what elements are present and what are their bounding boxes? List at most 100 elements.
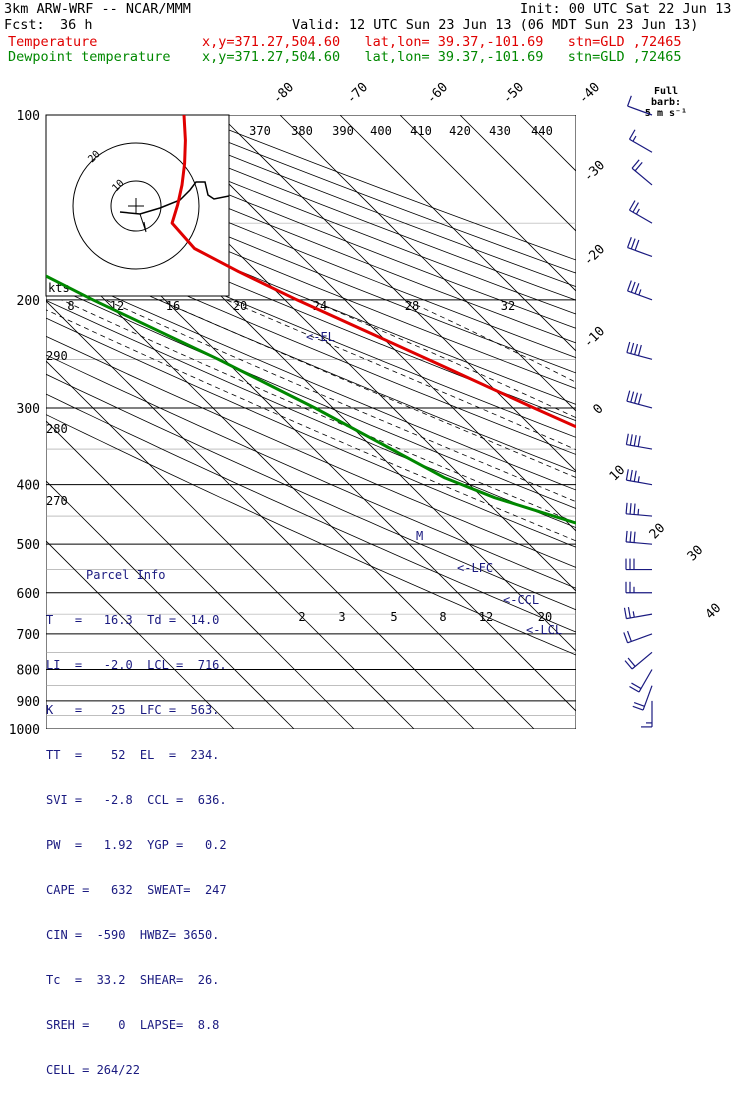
wind-barb-full: [629, 130, 635, 140]
wind-barb: [627, 342, 652, 359]
wind-barb-full: [638, 394, 641, 405]
wind-barb-full: [624, 608, 626, 619]
wind-barb-full: [630, 531, 631, 542]
theta-label: 440: [531, 124, 553, 138]
level-marker-label: <-LCL: [526, 623, 562, 637]
wind-barb: [626, 503, 652, 516]
isotherm-label: -80: [270, 80, 297, 107]
wind-barb-staff: [628, 106, 652, 115]
theta-label: 410: [410, 124, 432, 138]
wind-barb-full: [631, 282, 635, 292]
wind-barb-full: [633, 706, 643, 710]
wind-barb-full: [628, 96, 632, 106]
mixing-ratio-label: 8: [67, 299, 74, 313]
wind-barb-full: [635, 393, 638, 404]
isotherm-label: 30: [685, 543, 707, 565]
theta-label: 390: [332, 124, 354, 138]
wind-barb-full: [634, 504, 635, 515]
wind-barb-full: [628, 631, 632, 641]
wind-barb-full: [629, 201, 635, 211]
wind-barb-full: [630, 434, 632, 445]
wind-barb: [628, 96, 652, 115]
theta-label: 430: [489, 124, 511, 138]
wind-barb: [641, 701, 652, 727]
mixing-ratio-label: 32: [501, 299, 515, 313]
wind-barb-full: [624, 632, 628, 642]
moist-adiabat-line: [159, 300, 740, 729]
wind-barb-full: [635, 344, 638, 355]
melting-level-label: M: [416, 529, 423, 543]
isotherm-label: 0: [590, 401, 606, 417]
wind-barb: [627, 391, 652, 408]
wind-barb: [625, 652, 652, 669]
pressure-tick-label: 100: [17, 109, 40, 124]
parcel-row: CELL = 264/22: [46, 1063, 228, 1078]
isotherm-line: [700, 115, 740, 729]
wind-barb-full: [628, 281, 632, 291]
parcel-info-panel: Parcel Info T = 16.3 Td = 14.0 LI = -2.0…: [46, 538, 228, 1093]
parcel-row: SVI = -2.8 CCL = 636.: [46, 793, 228, 808]
mixing-ratio-label: 20: [538, 610, 552, 624]
isotherm-line: [640, 115, 740, 729]
wind-barb: [633, 686, 652, 710]
mixing-ratio-label: 16: [166, 299, 180, 313]
pressure-tick-label: 700: [17, 628, 40, 643]
dry-adiabat-line: [191, 115, 740, 729]
wind-barb-full: [631, 683, 641, 689]
parcel-info-title: Parcel Info: [46, 568, 228, 583]
pressure-tick-label: 400: [17, 479, 40, 494]
isotherm-label: 20: [647, 521, 669, 543]
wind-barb-staff: [639, 669, 652, 692]
isotherm-label: -50: [500, 80, 527, 107]
wind-barb-full: [626, 434, 628, 445]
pressure-tick-label: 500: [17, 538, 40, 553]
wind-barb-staff: [629, 210, 652, 223]
wind-barb-full: [634, 471, 636, 482]
mixing-ratio-label: 5: [390, 610, 397, 624]
pressure-tick-label: 1000: [9, 723, 40, 738]
level-marker-label: <-EL: [306, 330, 335, 344]
moist-adiabat-line: [405, 300, 740, 729]
theta-label: 280: [46, 422, 68, 436]
parcel-row: TT = 52 EL = 234.: [46, 748, 228, 763]
pressure-tick-label: 200: [17, 294, 40, 309]
parcel-row: CIN = -590 HWBZ= 3650.: [46, 928, 228, 943]
wind-barb-staff: [628, 248, 652, 257]
wind-barb-full: [634, 435, 636, 446]
mixing-ratio-label: 3: [338, 610, 345, 624]
parcel-row: CAPE = 632 SWEAT= 247: [46, 883, 228, 898]
parcel-row: LI = -2.0 LCL = 716.: [46, 658, 228, 673]
mixing-ratio-label: 2: [298, 610, 305, 624]
level-marker-label: <-CCL: [503, 593, 539, 607]
wind-barb: [629, 669, 652, 692]
wind-barb-full: [631, 343, 634, 354]
wind-barb-full: [629, 687, 639, 693]
wind-barb: [626, 434, 652, 449]
parcel-row: SREH = 0 LAPSE= 8.8: [46, 1018, 228, 1033]
isotherm-line: [220, 115, 740, 729]
wind-barb: [629, 201, 652, 224]
wind-barb-full: [634, 532, 635, 543]
wind-barb-full: [627, 391, 630, 402]
level-marker-label: <-LFC: [457, 561, 493, 575]
isotherm-label: -70: [344, 80, 371, 107]
wind-barb-full: [635, 240, 639, 250]
wind-barb-full: [628, 237, 632, 247]
isotherm-line: [280, 115, 740, 729]
wind-barb: [626, 559, 652, 570]
wind-barb-half: [638, 509, 639, 515]
wind-barb-full: [628, 607, 630, 618]
isotherm-label: 40: [703, 601, 725, 623]
isotherm-line: [580, 115, 740, 729]
wind-barb-full: [635, 283, 639, 293]
wind-barb-full: [626, 503, 627, 514]
wind-barb: [624, 631, 652, 643]
theta-label: 400: [370, 124, 392, 138]
wind-barb: [626, 469, 652, 484]
pressure-tick-label: 900: [17, 695, 40, 710]
wind-barbs: [624, 96, 652, 727]
mixing-ratio-label: 20: [233, 299, 247, 313]
temperature-profile: [172, 115, 740, 695]
theta-label: 290: [46, 349, 68, 363]
parcel-row: PW = 1.92 YGP = 0.2: [46, 838, 228, 853]
